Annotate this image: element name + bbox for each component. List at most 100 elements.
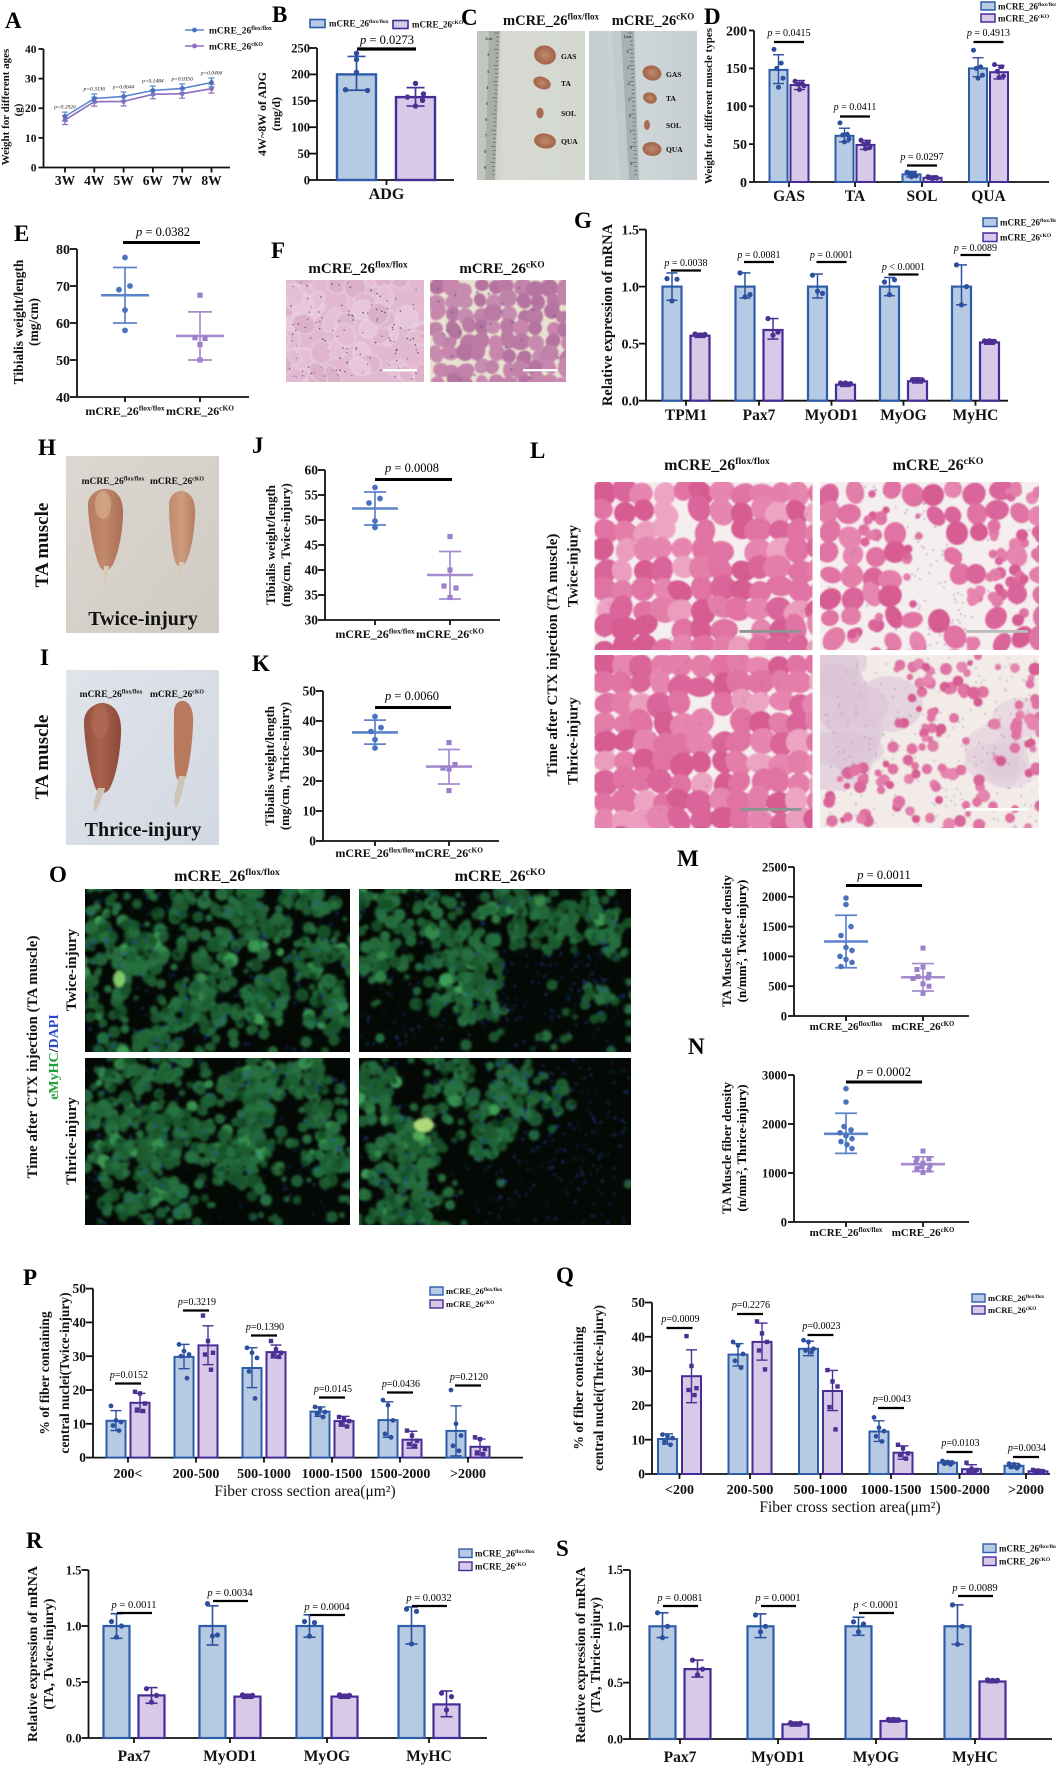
svg-text:H: H xyxy=(38,435,56,460)
svg-text:MyOG: MyOG xyxy=(880,407,927,424)
svg-text:SOL: SOL xyxy=(666,121,681,130)
svg-text:1cm: 1cm xyxy=(485,36,493,41)
svg-text:Weight for different ages: Weight for different ages xyxy=(0,48,12,165)
svg-text:SOL: SOL xyxy=(906,188,937,205)
svg-text:p=0.0356: p=0.0356 xyxy=(170,76,193,82)
svg-text:4W: 4W xyxy=(84,173,105,188)
svg-text:1500: 1500 xyxy=(762,920,787,934)
svg-text:p=0.0406: p=0.0406 xyxy=(200,69,223,76)
svg-text:p = 0.0002: p = 0.0002 xyxy=(856,1065,911,1079)
svg-text:4W~8W of ADG: 4W~8W of ADG xyxy=(255,72,269,156)
svg-text:9: 9 xyxy=(484,165,486,170)
svg-text:45: 45 xyxy=(305,538,319,553)
svg-text:p = 0.0011: p = 0.0011 xyxy=(856,868,910,882)
svg-text:100: 100 xyxy=(726,100,747,115)
svg-text:5W: 5W xyxy=(113,173,134,188)
svg-text:MyOD1: MyOD1 xyxy=(805,407,858,424)
svg-text:Twice-injury: Twice-injury xyxy=(88,608,198,630)
svg-text:p = 0.0297: p = 0.0297 xyxy=(899,152,943,163)
svg-text:6: 6 xyxy=(629,113,631,118)
svg-text:1cm: 1cm xyxy=(623,34,631,39)
svg-text:B: B xyxy=(272,2,287,27)
svg-text:7W: 7W xyxy=(172,173,193,188)
svg-text:Tibialis weight/length: Tibialis weight/length xyxy=(11,259,26,384)
svg-text:60: 60 xyxy=(305,463,319,478)
svg-text:1.5: 1.5 xyxy=(622,223,640,238)
svg-text:50: 50 xyxy=(733,138,747,153)
svg-text:D: D xyxy=(704,4,721,29)
svg-text:QUA: QUA xyxy=(561,137,578,146)
svg-text:p=0.2926: p=0.2926 xyxy=(53,105,76,111)
svg-text:20: 20 xyxy=(303,774,317,789)
svg-text:(mg/d): (mg/d) xyxy=(269,97,283,131)
svg-text:55: 55 xyxy=(305,488,319,503)
svg-text:50: 50 xyxy=(303,684,317,699)
svg-text:0: 0 xyxy=(740,176,747,191)
svg-text:30: 30 xyxy=(305,613,319,628)
svg-text:TA muscle: TA muscle xyxy=(32,715,53,800)
svg-text:0: 0 xyxy=(781,1009,787,1023)
svg-text:1000: 1000 xyxy=(762,950,787,964)
svg-text:p = 0.0038: p = 0.0038 xyxy=(663,258,707,269)
svg-text:(g): (g) xyxy=(13,103,25,116)
svg-text:2: 2 xyxy=(627,49,629,54)
svg-text:A: A xyxy=(5,8,22,33)
svg-text:0: 0 xyxy=(309,834,316,849)
svg-text:p = 0.0060: p = 0.0060 xyxy=(384,689,439,703)
svg-text:0: 0 xyxy=(31,162,37,174)
svg-text:p = 0.0382: p = 0.0382 xyxy=(135,225,190,239)
svg-text:200: 200 xyxy=(726,24,747,39)
svg-text:Thrice-injury: Thrice-injury xyxy=(85,819,202,841)
svg-text:3W: 3W xyxy=(55,173,76,188)
svg-text:C: C xyxy=(461,5,478,30)
svg-text:GAS: GAS xyxy=(666,70,681,79)
svg-text:p < 0.0001: p < 0.0001 xyxy=(881,262,925,273)
svg-text:ADG: ADG xyxy=(369,186,405,203)
svg-text:50: 50 xyxy=(56,354,70,369)
svg-text:0: 0 xyxy=(781,1215,787,1229)
svg-text:O: O xyxy=(49,862,67,887)
svg-text:(mg/cm, Thrice-injury): (mg/cm, Thrice-injury) xyxy=(277,702,292,830)
svg-text:30: 30 xyxy=(303,744,317,759)
svg-text:10: 10 xyxy=(303,804,317,819)
svg-text:40: 40 xyxy=(56,391,70,406)
svg-text:p = 0.0273: p = 0.0273 xyxy=(359,33,414,47)
svg-text:N: N xyxy=(688,1034,705,1059)
svg-text:0.0: 0.0 xyxy=(622,394,640,409)
svg-text:60: 60 xyxy=(56,317,70,332)
svg-text:(n/mm2, Twice-injury): (n/mm2, Twice-injury) xyxy=(734,880,749,1003)
svg-text:MyHC: MyHC xyxy=(953,407,999,424)
svg-text:p=0.3136: p=0.3136 xyxy=(83,86,106,92)
svg-text:1.0: 1.0 xyxy=(622,280,640,295)
svg-text:TA muscle: TA muscle xyxy=(32,503,53,588)
svg-text:250: 250 xyxy=(291,41,310,55)
svg-text:Twice-injury: Twice-injury xyxy=(566,524,582,607)
svg-text:Tibialis weight/length: Tibialis weight/length xyxy=(262,705,277,826)
svg-text:500: 500 xyxy=(768,979,787,993)
svg-text:TA: TA xyxy=(666,94,676,103)
svg-text:7: 7 xyxy=(485,133,487,138)
svg-text:40: 40 xyxy=(305,563,319,578)
svg-text:p = 0.0089: p = 0.0089 xyxy=(953,243,997,254)
svg-text:80: 80 xyxy=(56,243,70,258)
svg-text:eMyHC/DAPI: eMyHC/DAPI xyxy=(47,1014,62,1100)
svg-text:QUA: QUA xyxy=(666,145,683,154)
svg-text:7: 7 xyxy=(629,129,631,134)
svg-text:10: 10 xyxy=(25,133,37,145)
svg-text:Time after CTX injection (TA m: Time after CTX injection (TA muscle) xyxy=(25,936,41,1179)
svg-text:35: 35 xyxy=(305,588,319,603)
svg-text:3: 3 xyxy=(487,69,489,74)
svg-text:6: 6 xyxy=(485,117,487,122)
svg-text:p = 0.0008: p = 0.0008 xyxy=(384,461,439,475)
svg-text:150: 150 xyxy=(726,62,747,77)
svg-text:J: J xyxy=(252,433,264,458)
svg-text:20: 20 xyxy=(25,103,37,115)
svg-text:Relative expression of mRNA: Relative expression of mRNA xyxy=(600,223,616,406)
svg-text:6W: 6W xyxy=(143,173,164,188)
svg-text:p = 0.4913: p = 0.4913 xyxy=(966,28,1010,39)
svg-text:Time after CTX injection (TA m: Time after CTX injection (TA muscle) xyxy=(545,534,561,777)
svg-text:0: 0 xyxy=(304,173,310,187)
svg-text:GAS: GAS xyxy=(773,188,805,205)
svg-text:p = 0.0415: p = 0.0415 xyxy=(766,28,810,39)
svg-text:F: F xyxy=(271,238,285,263)
